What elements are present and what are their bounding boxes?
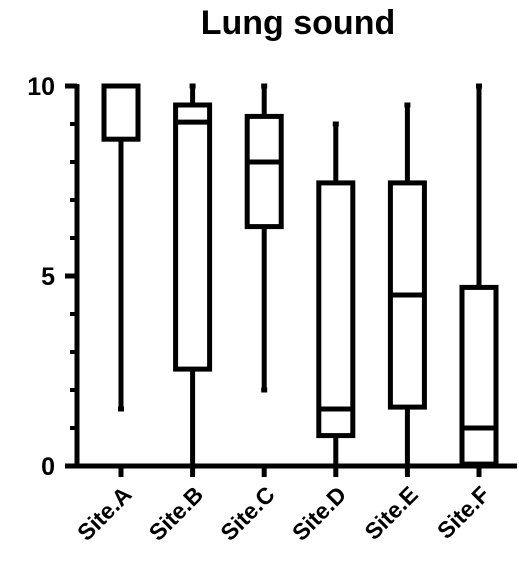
x-tick-label: Site.A [72, 481, 136, 545]
x-tick-label: Site.B [144, 481, 208, 545]
iqr-box [244, 113, 284, 230]
x-tick-label: Site.F [432, 481, 495, 544]
chart-title: Lung sound [201, 4, 396, 42]
box-site-e [387, 102, 427, 469]
iqr-box [101, 83, 141, 142]
box-site-a [101, 83, 141, 412]
y-tick-label: 10 [27, 73, 55, 101]
iqr-box [316, 180, 356, 439]
x-tick-label: Site.D [287, 481, 351, 545]
box-site-f [459, 83, 499, 469]
y-tick-label: 5 [41, 263, 55, 291]
box-site-b [173, 83, 213, 469]
y-axis: 0 5 10 [27, 73, 80, 481]
iqr-box [459, 284, 499, 467]
box-site-d [316, 121, 356, 469]
box-series [101, 83, 499, 469]
x-tick-label: Site.E [359, 481, 423, 545]
x-tick-label: Site.C [215, 481, 279, 545]
box-site-c [244, 83, 284, 393]
iqr-box [173, 102, 213, 372]
y-tick-label: 0 [41, 453, 55, 481]
x-axis: Site.A Site.B Site.C Site.D Site.E Site.F [72, 463, 517, 546]
